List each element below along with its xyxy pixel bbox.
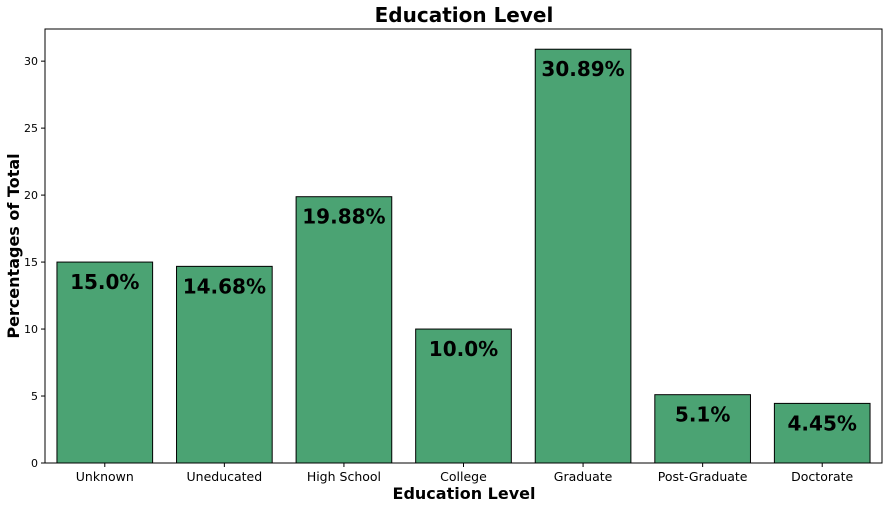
x-tick-label: Doctorate	[791, 469, 853, 484]
bar-high-school	[295, 196, 393, 464]
x-tick-label: Post-Graduate	[658, 469, 748, 484]
x-tick-label: Graduate	[554, 469, 613, 484]
y-axis: 0 5 10 15 20 25 30	[24, 55, 45, 470]
y-tick-label: 5	[31, 390, 38, 403]
x-tick-label: High School	[307, 469, 381, 484]
y-tick-label: 30	[24, 55, 38, 68]
y-tick-label: 10	[24, 323, 38, 336]
x-tick-label: College	[440, 469, 487, 484]
data-label: 5.1%	[675, 403, 730, 427]
bar-unknown	[56, 261, 154, 464]
bar-college	[415, 328, 512, 464]
y-tick-label: 20	[24, 189, 38, 202]
x-tick-label: Unknown	[76, 469, 134, 484]
data-label: 4.45%	[788, 411, 857, 435]
data-label: 15.0%	[70, 270, 139, 294]
bar-doctorate	[773, 402, 871, 464]
data-label: 14.68%	[183, 274, 266, 298]
y-tick-label: 15	[24, 256, 38, 269]
bars-layer	[56, 48, 871, 464]
data-label: 19.88%	[302, 205, 385, 229]
x-axis-label: Education Level	[393, 484, 536, 503]
data-label: 10.0%	[429, 337, 498, 361]
plot-frame	[44, 28, 883, 464]
bar-graduate	[534, 48, 632, 464]
data-labels-layer: 15.0% 14.68% 19.88% 10.0% 30.89% 5.1% 4.45%	[70, 57, 857, 435]
y-axis-label: Percentages of Total	[4, 153, 23, 338]
data-label: 30.89%	[541, 57, 624, 81]
y-tick-label: 25	[24, 122, 38, 135]
x-tick-label: Uneducated	[187, 469, 263, 484]
x-axis: Unknown Uneducated High School College Gradu…	[76, 463, 854, 484]
chart-title: Education Level	[375, 3, 554, 27]
bar-uneducated	[176, 265, 273, 464]
y-tick-label: 0	[31, 457, 38, 470]
bar-post-graduate	[654, 394, 751, 464]
